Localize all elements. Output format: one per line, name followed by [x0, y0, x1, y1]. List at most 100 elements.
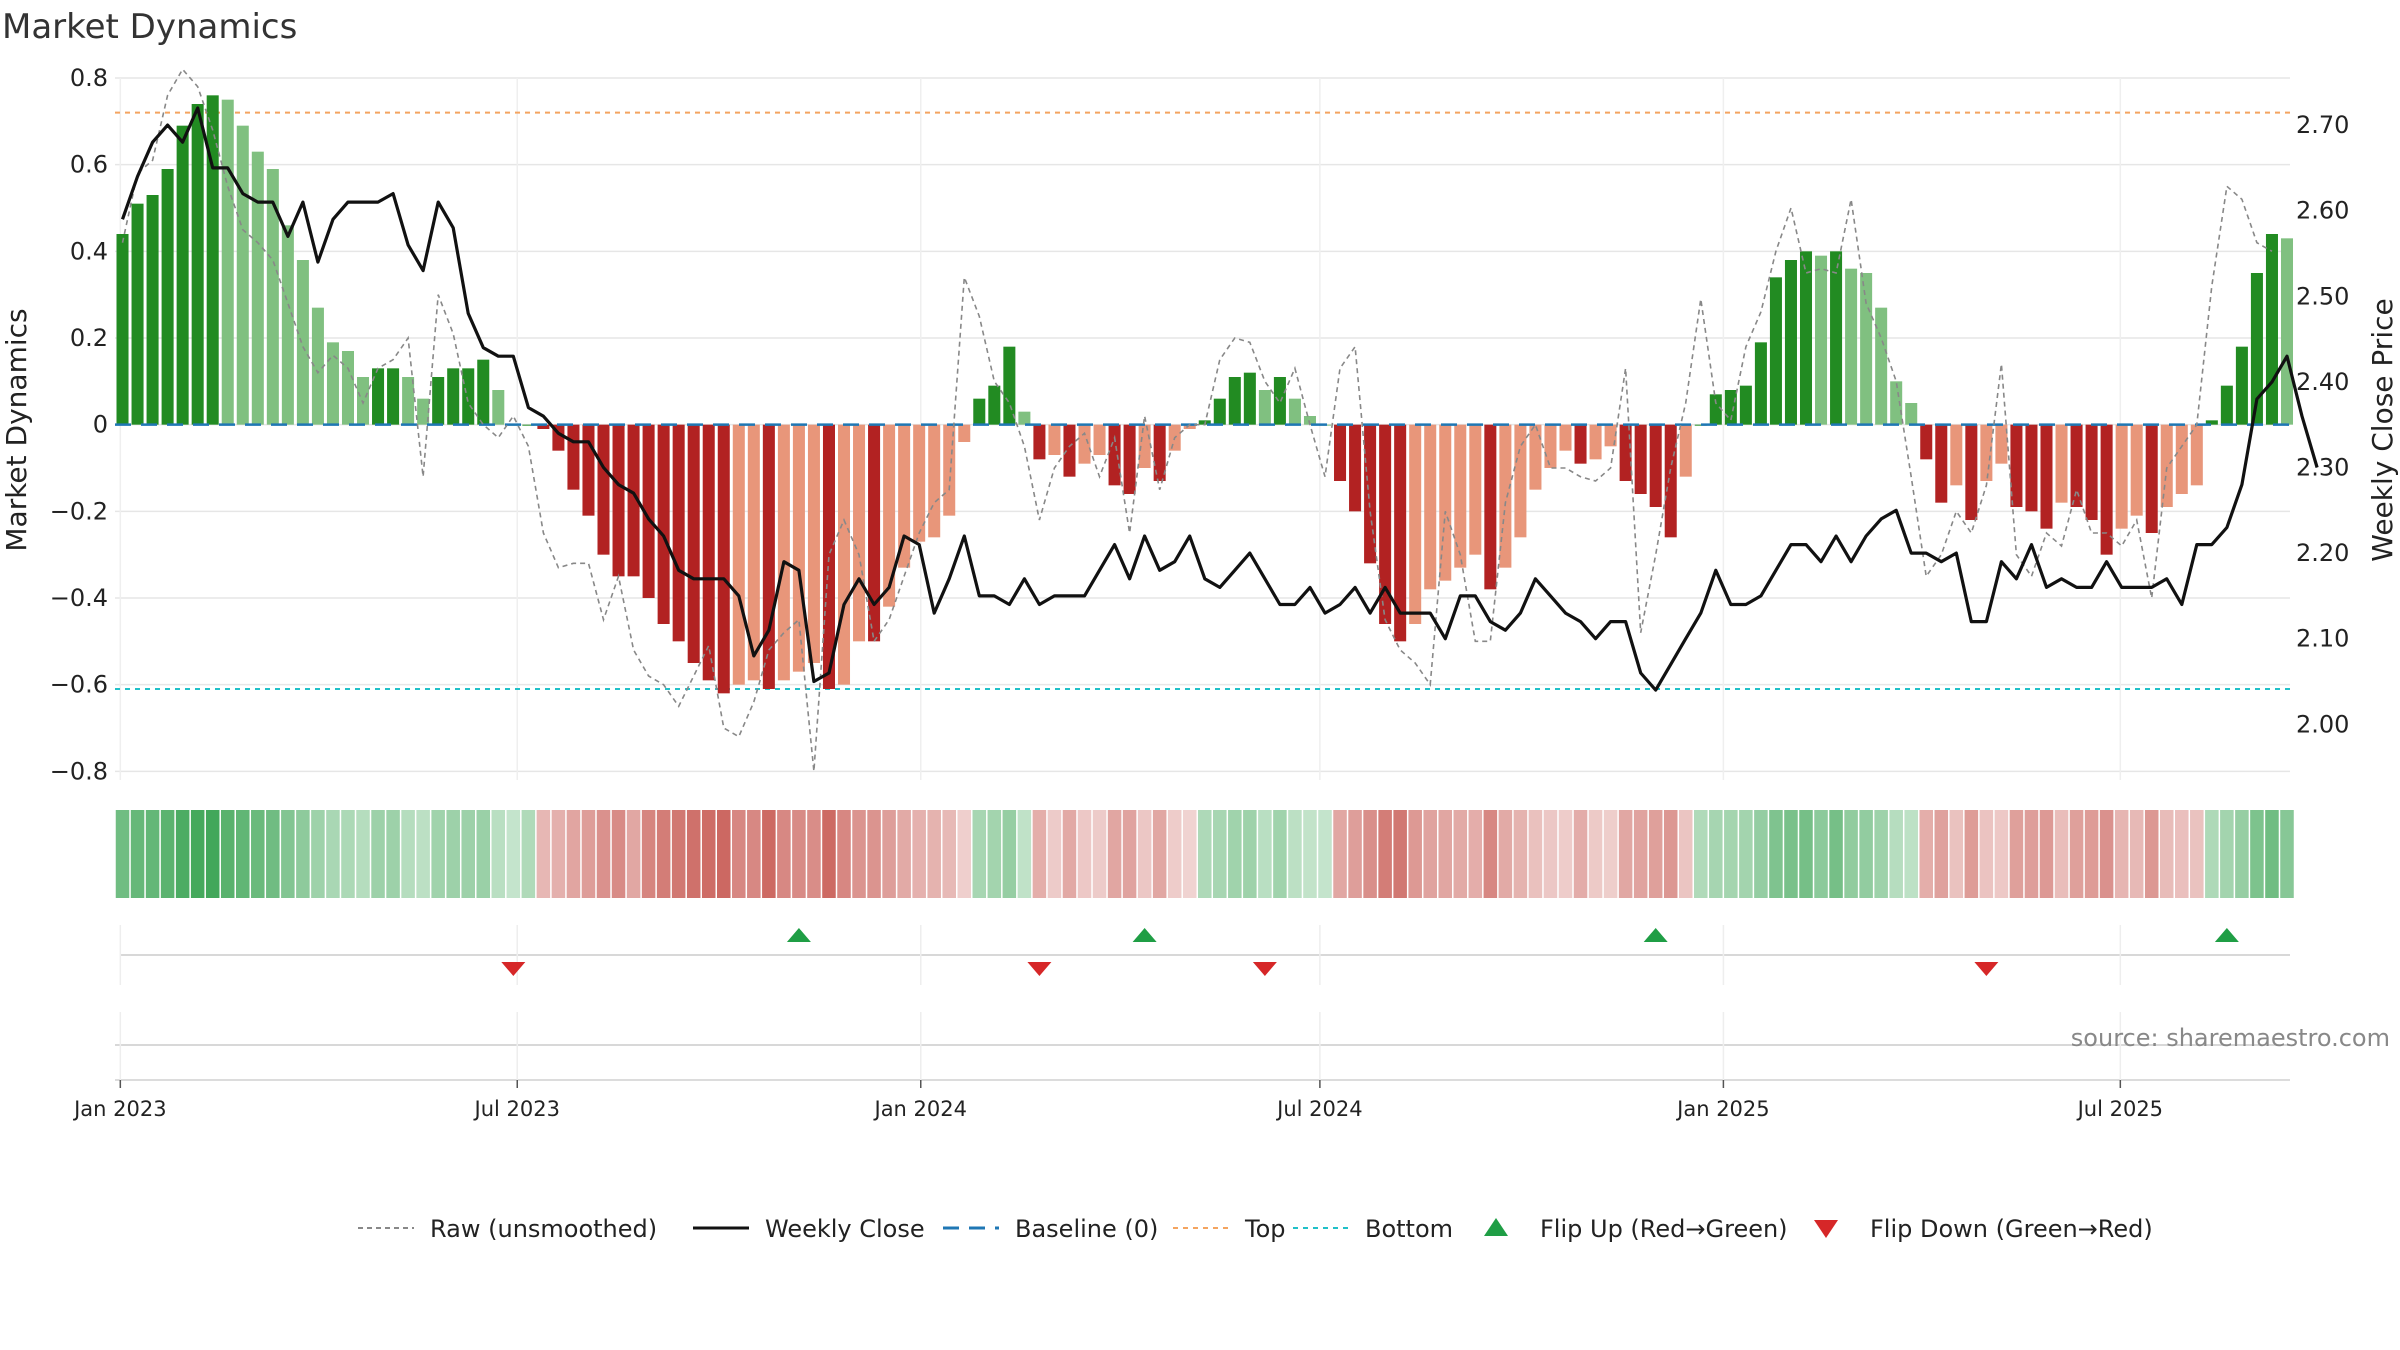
dynamics-bar	[522, 424, 535, 426]
flip-up-marker	[2214, 928, 2239, 942]
heat-cell	[1438, 810, 1453, 898]
left-y-tick-label: 0.2	[70, 324, 108, 352]
heat-cell	[596, 810, 611, 898]
dynamics-bar	[1860, 273, 1873, 425]
heat-cell	[115, 810, 130, 898]
right-y-tick-label: 2.50	[2296, 282, 2349, 310]
dynamics-bar	[1394, 424, 1407, 642]
right-y-tick-label: 2.10	[2296, 625, 2349, 653]
legend-label: Bottom	[1365, 1215, 1453, 1243]
dynamics-bar	[2145, 424, 2158, 533]
heat-cell	[972, 810, 987, 898]
heat-cell	[1588, 810, 1603, 898]
dynamics-bar	[2115, 424, 2128, 529]
dynamics-bar	[1484, 424, 1497, 590]
dynamics-bar	[1980, 424, 1993, 481]
dynamics-bar	[462, 368, 475, 425]
dynamics-bar	[1619, 424, 1632, 481]
dynamics-bar	[837, 424, 851, 685]
weekly-close-series	[120, 106, 2319, 692]
dynamics-bar	[2055, 424, 2068, 503]
heat-cell	[1378, 810, 1392, 898]
dynamics-bar	[251, 151, 264, 425]
dynamics-bar	[687, 424, 700, 663]
dynamics-bar	[1063, 424, 1076, 477]
right-y-tick-label: 2.00	[2296, 710, 2349, 738]
heat-cell	[1603, 810, 1618, 898]
heat-cell	[356, 810, 370, 898]
dynamics-bar	[913, 424, 926, 542]
dynamics-bar	[1018, 411, 1031, 425]
left-y-tick-label: −0.6	[50, 671, 108, 699]
heat-cell	[837, 810, 851, 898]
dynamics-bar	[1258, 390, 1271, 425]
heat-cell	[1288, 810, 1302, 898]
dynamics-bar	[1228, 377, 1241, 425]
heat-cell	[371, 810, 385, 898]
dynamics-bar	[492, 390, 505, 425]
dynamics-bar	[717, 424, 730, 694]
dynamics-bar	[747, 424, 760, 681]
left-y-tick-label: −0.4	[50, 584, 108, 612]
right-y-tick-label: 2.70	[2296, 111, 2349, 139]
dynamics-bar	[341, 351, 354, 425]
heat-cell	[1739, 810, 1753, 898]
right-y-axis-label: Weekly Close Price	[2366, 298, 2399, 561]
legend-flip-down-swatch	[1814, 1220, 1838, 1238]
dynamics-bar	[672, 424, 685, 642]
heat-cell	[1408, 810, 1422, 898]
heat-cell	[957, 810, 972, 898]
dynamics-bar	[1078, 424, 1091, 464]
dynamics-bar	[2025, 424, 2038, 512]
heat-cell	[1197, 810, 1212, 898]
dynamics-bar	[2265, 234, 2278, 425]
heat-cell	[1107, 810, 1122, 898]
flip-up-marker	[1132, 928, 1157, 942]
heat-cell	[1273, 810, 1287, 898]
heat-cell	[626, 810, 641, 898]
dynamics-bar	[1574, 424, 1587, 464]
dynamics-bar	[928, 424, 941, 538]
heat-cell	[1784, 810, 1798, 898]
dynamics-bar	[387, 368, 400, 425]
heat-cell	[1633, 810, 1648, 898]
grid-layer	[115, 77, 2290, 780]
heat-cell	[296, 810, 310, 898]
heat-cell	[897, 810, 911, 898]
flip-down-marker	[1974, 962, 1999, 976]
heat-cell	[1243, 810, 1257, 898]
left-y-tick-label: 0.4	[70, 237, 108, 265]
dynamics-bar	[1830, 251, 1843, 425]
heat-cell	[2129, 810, 2144, 898]
dynamics-bar	[2160, 424, 2173, 507]
heat-cell	[656, 810, 671, 898]
heat-cell	[1077, 810, 1092, 898]
dynamics-bar	[2130, 424, 2143, 516]
dynamics-bar	[1604, 424, 1617, 447]
dynamics-bar	[311, 307, 324, 425]
heat-cell	[1844, 810, 1858, 898]
heat-cell	[145, 810, 160, 898]
dynamics-bar	[1845, 268, 1858, 425]
heat-cell	[792, 810, 806, 898]
dynamics-bar	[1769, 277, 1782, 425]
dynamics-bar	[2010, 424, 2023, 507]
left-y-tick-label: −0.8	[50, 757, 108, 785]
heat-cell	[581, 810, 596, 898]
dynamics-bar	[1920, 424, 1933, 460]
dynamics-bar	[868, 424, 881, 642]
heat-cell	[1648, 810, 1663, 898]
x-tick-label: Jan 2025	[1675, 1097, 1770, 1121]
dynamics-bar	[1454, 424, 1467, 568]
dynamics-bar	[1694, 424, 1707, 426]
source-note: source: sharemaestro.com	[2071, 1024, 2390, 1052]
heat-cell	[2190, 810, 2204, 898]
heat-cell	[1483, 810, 1498, 898]
heat-cell	[566, 810, 581, 898]
heat-cell	[1573, 810, 1588, 898]
heat-cell	[521, 810, 536, 898]
heat-cell	[1889, 810, 1903, 898]
dynamics-bar	[417, 398, 430, 425]
raw-series	[121, 67, 2273, 772]
heat-cell	[987, 810, 1002, 898]
